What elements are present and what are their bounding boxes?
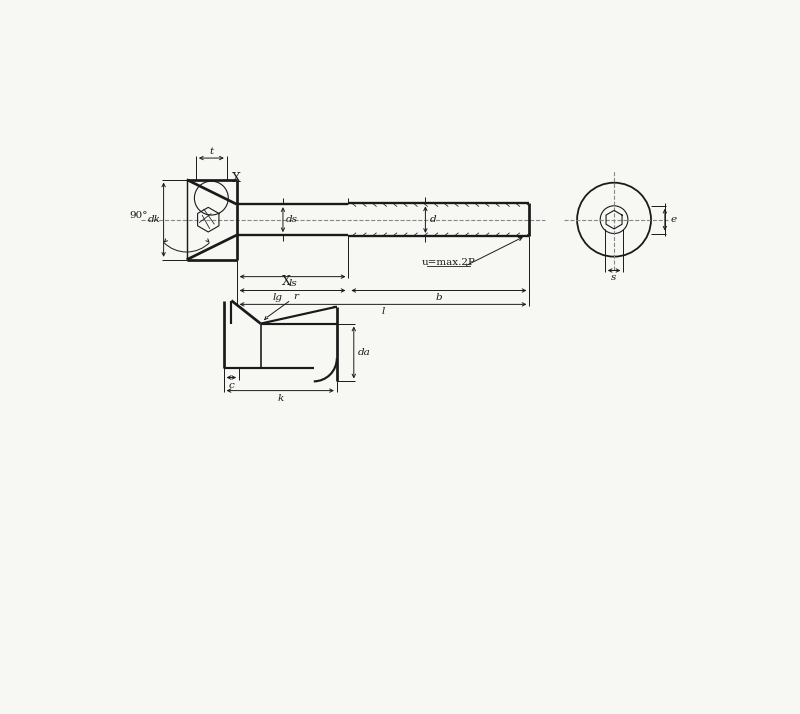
Text: X: X (231, 172, 241, 186)
Text: b: b (435, 293, 442, 302)
Text: da: da (358, 348, 371, 357)
Text: c: c (229, 381, 234, 390)
Text: 90°: 90° (130, 211, 148, 221)
Text: ds: ds (286, 215, 298, 224)
Text: u=max.2P: u=max.2P (422, 258, 475, 266)
Text: dk: dk (148, 215, 161, 224)
Text: X: X (282, 275, 291, 288)
Text: r: r (293, 292, 298, 301)
Text: ls: ls (288, 279, 297, 288)
Text: d: d (430, 215, 437, 224)
Text: t: t (210, 147, 214, 156)
Text: e: e (671, 215, 677, 224)
Text: k: k (277, 394, 283, 403)
Text: lg: lg (272, 293, 282, 302)
Text: s: s (611, 273, 617, 282)
Text: l: l (382, 307, 385, 316)
